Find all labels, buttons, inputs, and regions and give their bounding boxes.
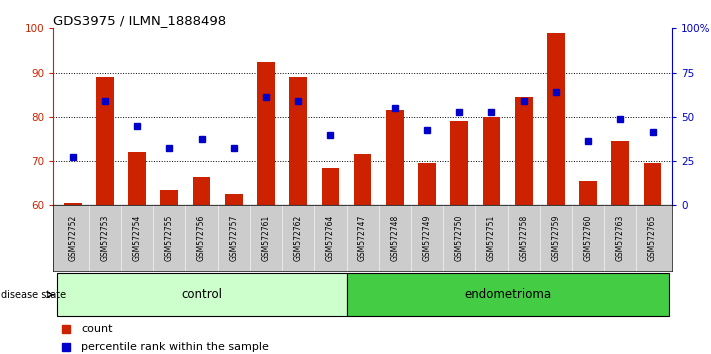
Bar bbox=[257, 62, 275, 205]
Text: GSM572752: GSM572752 bbox=[68, 215, 77, 261]
Bar bbox=[547, 33, 565, 205]
Text: GSM572760: GSM572760 bbox=[584, 215, 593, 261]
Text: GSM572764: GSM572764 bbox=[326, 215, 335, 261]
Text: count: count bbox=[81, 324, 112, 334]
Text: GSM572759: GSM572759 bbox=[552, 215, 560, 261]
Text: GSM572763: GSM572763 bbox=[616, 215, 625, 261]
Bar bbox=[450, 121, 468, 205]
Bar bbox=[161, 190, 178, 205]
Bar bbox=[225, 194, 242, 205]
Text: GSM572765: GSM572765 bbox=[648, 215, 657, 261]
Bar bbox=[96, 77, 114, 205]
Text: GSM572751: GSM572751 bbox=[487, 215, 496, 261]
Bar bbox=[289, 77, 307, 205]
Bar bbox=[321, 168, 339, 205]
Text: GSM572762: GSM572762 bbox=[294, 215, 303, 261]
Text: GSM572754: GSM572754 bbox=[132, 215, 141, 261]
Text: GDS3975 / ILMN_1888498: GDS3975 / ILMN_1888498 bbox=[53, 14, 226, 27]
Text: GSM572753: GSM572753 bbox=[100, 215, 109, 261]
FancyBboxPatch shape bbox=[57, 273, 346, 316]
Bar bbox=[193, 177, 210, 205]
Text: control: control bbox=[181, 288, 222, 301]
Bar bbox=[643, 163, 661, 205]
Bar bbox=[611, 141, 629, 205]
Text: endometrioma: endometrioma bbox=[464, 288, 551, 301]
Text: GSM572747: GSM572747 bbox=[358, 215, 367, 261]
Bar bbox=[386, 110, 404, 205]
FancyBboxPatch shape bbox=[346, 273, 668, 316]
Text: GSM572757: GSM572757 bbox=[229, 215, 238, 261]
Bar bbox=[354, 154, 371, 205]
Bar bbox=[483, 117, 501, 205]
Bar bbox=[64, 203, 82, 205]
Text: GSM572755: GSM572755 bbox=[165, 215, 173, 261]
Bar bbox=[579, 181, 597, 205]
Text: GSM572758: GSM572758 bbox=[519, 215, 528, 261]
Text: GSM572761: GSM572761 bbox=[262, 215, 270, 261]
Bar bbox=[128, 152, 146, 205]
Text: percentile rank within the sample: percentile rank within the sample bbox=[81, 342, 269, 352]
Text: GSM572748: GSM572748 bbox=[390, 215, 400, 261]
Bar bbox=[515, 97, 533, 205]
Text: GSM572750: GSM572750 bbox=[455, 215, 464, 261]
Bar bbox=[418, 163, 436, 205]
Text: disease state: disease state bbox=[1, 290, 67, 300]
Text: GSM572756: GSM572756 bbox=[197, 215, 206, 261]
Text: GSM572749: GSM572749 bbox=[422, 215, 432, 261]
